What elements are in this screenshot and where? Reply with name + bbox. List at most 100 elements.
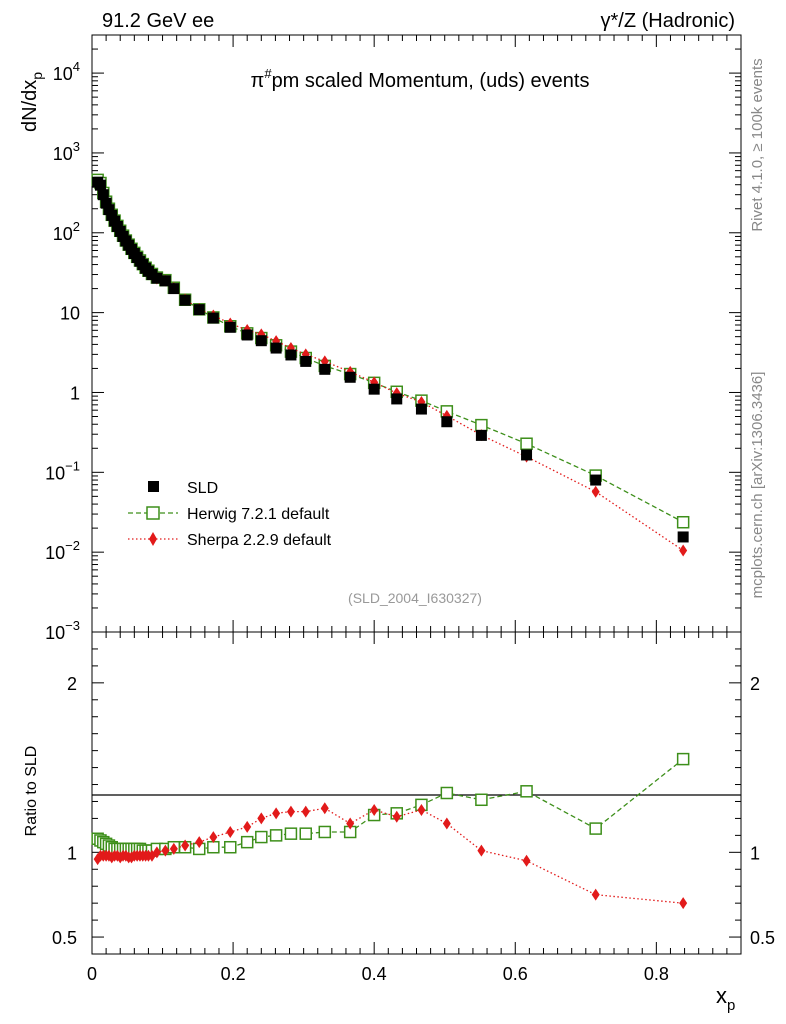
ratio-point bbox=[475, 793, 488, 807]
data-point bbox=[441, 416, 453, 428]
data-point bbox=[319, 363, 331, 375]
x-tick-label: 0.8 bbox=[644, 964, 669, 984]
ratio-herwig-7-2-1-default bbox=[91, 752, 690, 857]
legend-label-herwig: Herwig 7.2.1 default bbox=[187, 506, 330, 523]
y-tick-label: 10 bbox=[60, 304, 80, 324]
ratio-point bbox=[318, 825, 332, 839]
ratio-point bbox=[346, 817, 355, 830]
ratio-point bbox=[161, 844, 170, 857]
ratio-point bbox=[195, 836, 204, 849]
data-point bbox=[475, 429, 487, 441]
ratio-point bbox=[417, 803, 426, 816]
ratio-point bbox=[240, 835, 254, 849]
data-point bbox=[344, 371, 356, 383]
data-point bbox=[368, 383, 380, 395]
y-tick-label: 10−1 bbox=[45, 458, 80, 483]
x-tick-label: 0 bbox=[87, 964, 97, 984]
data-point bbox=[521, 449, 533, 461]
chart-title: π#pm scaled Momentum, (uds) events bbox=[251, 66, 590, 92]
data-point bbox=[591, 485, 600, 498]
data-point bbox=[285, 349, 297, 361]
ratio-line bbox=[97, 758, 684, 852]
x-tick-label: 0.6 bbox=[503, 964, 528, 984]
data-point bbox=[103, 204, 115, 216]
ratio-point bbox=[243, 820, 252, 833]
data-point bbox=[475, 418, 488, 432]
ratio-point bbox=[520, 785, 533, 798]
ratio-point bbox=[286, 805, 295, 818]
ratio-point bbox=[301, 805, 310, 818]
legend-label-sherpa: Sherpa 2.2.9 default bbox=[187, 532, 332, 549]
data-point bbox=[224, 321, 236, 333]
y-tick-label: 1 bbox=[70, 383, 80, 403]
ratio-point bbox=[440, 786, 454, 800]
side-label-source: mcplots.cern.ch [arXiv:1306.3436] bbox=[749, 372, 766, 599]
ratio-point bbox=[272, 807, 281, 820]
ratio-point bbox=[226, 825, 235, 838]
data-point bbox=[520, 437, 533, 450]
data-point bbox=[270, 342, 282, 354]
ratio-point bbox=[591, 888, 600, 901]
tick-labels: 0 0.2 0.4 0.6 0.8 10−3 10−2 10−1 1 10 102 103 104 0.5… bbox=[45, 59, 775, 984]
data-point bbox=[168, 283, 180, 295]
data-point bbox=[241, 329, 253, 341]
ratio-point bbox=[679, 897, 688, 910]
ratio-point bbox=[320, 802, 329, 815]
data-point bbox=[300, 355, 312, 367]
legend-marker-sherpa bbox=[149, 532, 157, 546]
data-point bbox=[207, 312, 219, 324]
ratio-plot-frame bbox=[91, 631, 742, 955]
main-series bbox=[91, 173, 690, 557]
ratio-point bbox=[152, 846, 161, 859]
data-point bbox=[97, 189, 109, 201]
y-tick-label: 103 bbox=[53, 139, 80, 164]
ratio-tick-label: 1 bbox=[67, 843, 77, 863]
ratio-tick-label-right: 2 bbox=[750, 674, 760, 694]
data-point bbox=[255, 335, 267, 347]
y-tick-label: 10−2 bbox=[45, 538, 80, 563]
ratio-point bbox=[477, 844, 486, 857]
ratio-point bbox=[392, 810, 401, 823]
series-sld bbox=[92, 176, 689, 543]
ratio-point bbox=[589, 822, 602, 835]
data-point bbox=[676, 515, 690, 529]
ratio-sherpa-2-2-9-default bbox=[93, 802, 688, 910]
x-tick-label: 0.4 bbox=[362, 964, 387, 984]
data-point bbox=[179, 294, 191, 306]
ratio-point bbox=[522, 854, 531, 867]
y-tick-label: 10−3 bbox=[45, 618, 80, 643]
ratio-point bbox=[676, 752, 690, 766]
data-point bbox=[590, 474, 602, 486]
series-sherpa-2-2-9-default bbox=[93, 177, 688, 557]
ratio-series bbox=[91, 752, 690, 910]
x-tick-label: 0.2 bbox=[221, 964, 246, 984]
ratio-tick-label-right: 0.5 bbox=[750, 928, 775, 948]
data-point bbox=[106, 209, 118, 221]
ratio-point bbox=[255, 830, 268, 844]
data-point bbox=[100, 197, 112, 209]
data-point bbox=[391, 393, 403, 405]
data-point bbox=[151, 272, 163, 284]
legend-label-sld: SLD bbox=[187, 480, 218, 497]
data-point bbox=[193, 304, 205, 316]
ratio-tick-label: 2 bbox=[67, 674, 77, 694]
data-point bbox=[677, 531, 689, 543]
header-left: 91.2 GeV ee bbox=[102, 10, 214, 32]
ratio-point bbox=[370, 803, 379, 816]
legend-marker-sld bbox=[148, 481, 159, 492]
ratio-line bbox=[97, 807, 684, 904]
data-point bbox=[415, 403, 427, 415]
legend-marker-herwig bbox=[146, 506, 160, 520]
ratio-point bbox=[269, 829, 283, 842]
side-label-rivet: Rivet 4.1.0, ≥ 100k events bbox=[749, 58, 766, 231]
legend: SLD Herwig 7.2.1 default Sherpa 2.2.9 de… bbox=[128, 480, 332, 549]
header-right: γ*/Z (Hadronic) bbox=[601, 10, 735, 32]
y-axis-label: dN/dxp bbox=[19, 72, 45, 132]
ratio-point bbox=[207, 840, 220, 854]
ratio-point bbox=[169, 842, 178, 855]
ratio-point bbox=[299, 827, 312, 840]
data-point bbox=[159, 275, 171, 287]
analysis-id: (SLD_2004_I630327) bbox=[348, 590, 482, 606]
ratio-point bbox=[224, 840, 237, 854]
